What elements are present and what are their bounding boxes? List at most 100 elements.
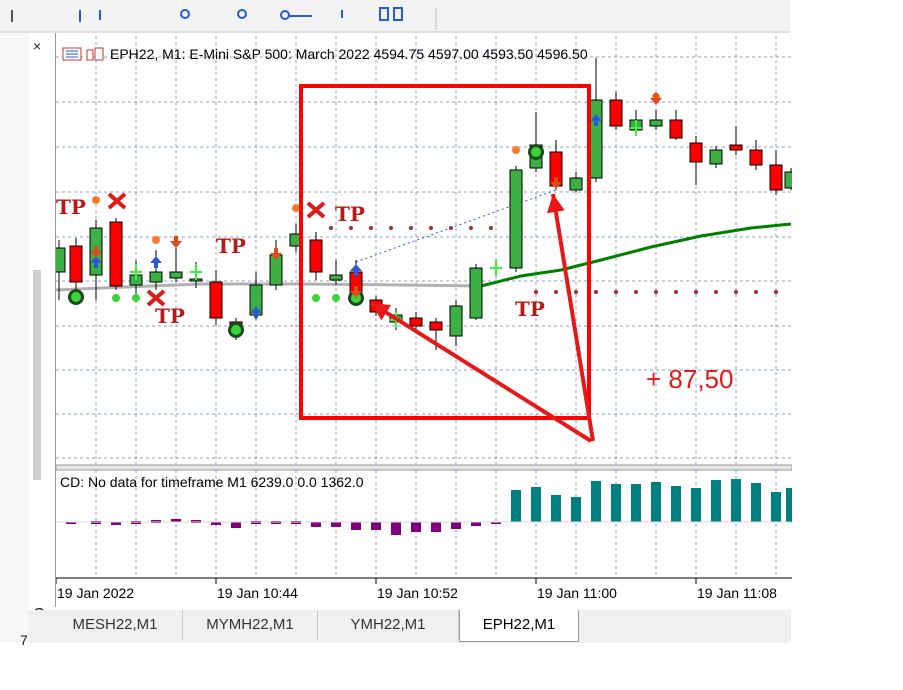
chart-title: EPH22, M1: E-Mini S&P 500: March 2022 45…: [62, 44, 588, 64]
bear-candle: [409, 317, 423, 327]
histogram-bar-negative: [371, 522, 381, 530]
histogram-bar-positive: [511, 490, 521, 522]
histogram-bar-positive: [711, 480, 721, 522]
bear-candle: [309, 239, 323, 273]
bull-candle: [329, 274, 343, 281]
signal-dot: [132, 294, 140, 302]
time-axis-bg: [56, 578, 792, 607]
sell-arrow-icon: [350, 286, 362, 298]
time-label: 19 Jan 11:00: [537, 585, 617, 601]
histogram-bar-negative: [311, 522, 321, 527]
histogram-bar-positive: [631, 484, 641, 522]
bull-candle: [709, 149, 723, 165]
bull-candle: [509, 169, 523, 269]
entry-circle-inner: [531, 147, 541, 157]
exit-dot: [292, 204, 300, 212]
zoom-in-icon[interactable]: [180, 9, 190, 19]
tp-label: TP: [216, 234, 246, 258]
level-dot: [634, 290, 638, 294]
highlight-box: [299, 84, 591, 420]
histogram-bar-negative: [66, 522, 76, 524]
level-dot: [389, 226, 393, 230]
level-dot: [489, 226, 493, 230]
shift-end-icon[interactable]: [379, 7, 403, 21]
ma-fast-line: [480, 222, 792, 288]
histogram-bar-negative: [211, 522, 221, 525]
level-dot: [409, 226, 413, 230]
histogram-bar-negative: [351, 522, 361, 530]
level-dot: [654, 290, 658, 294]
histogram-bar-negative: [431, 522, 441, 532]
histogram-bar-positive: [571, 497, 581, 522]
tab-ymh22[interactable]: YMH22,M1: [318, 610, 459, 640]
histogram-bar-negative: [471, 522, 481, 526]
buy-arrow-icon: [590, 114, 602, 126]
histogram-bar-negative: [331, 522, 341, 527]
close-x-mark: [306, 201, 326, 219]
level-dot: [734, 290, 738, 294]
tp-label: TP: [335, 202, 365, 226]
bear-candle: [749, 149, 763, 166]
exit-dot: [92, 196, 100, 204]
pane-separator: [55, 464, 793, 471]
bull-candle: [149, 271, 163, 283]
arrow-to-exit-head: [546, 194, 565, 214]
level-dot: [574, 290, 578, 294]
indicator-title: CD: No data for timeframe M1 6239.0 0.0 …: [60, 474, 364, 490]
signal-dot: [312, 294, 320, 302]
histogram-bar-negative: [491, 522, 501, 524]
indicator-histogram: [56, 479, 796, 535]
level-dot: [614, 290, 618, 294]
level-dot: [774, 290, 778, 294]
chart-tabs: MESH22,M1 MYMH22,M1 YMH22,M1 EPH22,M1: [29, 610, 791, 643]
exit-dot: [512, 146, 520, 154]
close-x-mark: [107, 192, 127, 210]
histogram-bar-positive: [671, 486, 681, 522]
sell-arrow-icon: [90, 246, 102, 258]
experts-icon: [86, 47, 104, 61]
chart-list-icon: [62, 47, 82, 61]
bear-candle: [429, 321, 443, 331]
buy-arrow-icon: [350, 264, 362, 276]
chart-area[interactable]: TP TP TP TP TP + 87,50 19 Jan 2022 19 Jan 10:44…: [52, 33, 798, 607]
sell-arrow-icon: [270, 248, 282, 260]
histogram-bar-positive: [531, 487, 541, 522]
histogram-bar-positive: [591, 481, 601, 522]
close-icon[interactable]: ×: [33, 38, 42, 54]
bull-candle: [169, 271, 183, 279]
tab-mymh22[interactable]: MYMH22,M1: [183, 610, 318, 640]
grid-icon[interactable]: [280, 10, 312, 20]
entry-circle-inner: [231, 325, 241, 335]
vertical-scrollbar[interactable]: [33, 270, 41, 480]
bear-candle: [69, 245, 83, 283]
chart-canvas[interactable]: TP TP TP TP TP + 87,50 19 Jan 2022 19 Jan 10:44…: [52, 33, 798, 607]
sell-arrow-icon: [170, 236, 182, 248]
entry-circle-inner: [71, 292, 81, 302]
level-dot: [349, 226, 353, 230]
profit-label: + 87,50: [646, 364, 733, 394]
bull-candle: [569, 177, 583, 191]
histogram-bar-negative: [391, 522, 401, 535]
tab-mesh22[interactable]: MESH22,M1: [48, 610, 183, 640]
toolbar-icons: [0, 7, 790, 33]
time-label: 19 Jan 10:44: [217, 585, 298, 601]
arrow-to-entry-head: [371, 303, 392, 321]
level-dot: [714, 290, 718, 294]
tab-eph22[interactable]: EPH22,M1: [459, 610, 579, 642]
signal-dot: [332, 294, 340, 302]
level-dot: [329, 226, 333, 230]
tp-label: TP: [515, 297, 545, 321]
exit-dot: [152, 236, 160, 244]
bear-candle: [689, 142, 703, 163]
bear-candle: [729, 144, 743, 151]
histogram-bar-positive: [691, 488, 701, 522]
arrow-to-entry: [369, 301, 593, 443]
zoom-out-icon[interactable]: [237, 9, 247, 19]
histogram-bar-negative: [171, 519, 181, 522]
bull-candle: [449, 305, 463, 337]
level-dot: [674, 290, 678, 294]
bear-candle: [609, 99, 623, 127]
bear-candle: [109, 221, 123, 287]
level-dot: [594, 290, 598, 294]
bull-candle: [649, 119, 663, 127]
